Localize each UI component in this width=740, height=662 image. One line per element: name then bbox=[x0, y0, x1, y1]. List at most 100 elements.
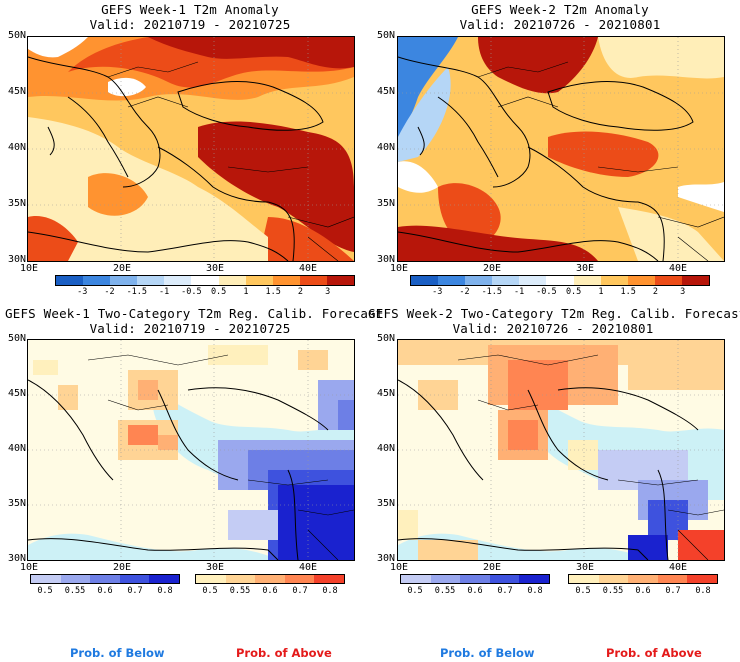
lon-label: 40E bbox=[298, 562, 318, 573]
colorbar-swatch bbox=[60, 575, 91, 583]
lon-label: 40E bbox=[668, 263, 688, 274]
prob-above-caption-week1: Prob. of Above bbox=[236, 646, 332, 660]
colorbar-swatch bbox=[272, 276, 300, 285]
colorbar-swatch bbox=[546, 276, 574, 285]
colorbar-tick-label: 0.5 bbox=[407, 586, 423, 596]
colorbar-tick-label: 0.8 bbox=[157, 586, 173, 596]
lat-label: 45N bbox=[7, 388, 26, 399]
colorbar-tick-label: -1 bbox=[158, 287, 170, 297]
panel-valid-week1-prob: Valid: 20210719 - 20210725 bbox=[89, 321, 291, 336]
prob-above-colorbar-week2 bbox=[568, 574, 718, 584]
lon-label: 30E bbox=[205, 263, 225, 274]
colorbar-swatch bbox=[627, 276, 655, 285]
lon-label: 20E bbox=[482, 562, 502, 573]
colorbar-tick-label: 0.5 bbox=[37, 586, 53, 596]
lon-label: 10E bbox=[19, 263, 39, 274]
map-week1-prob bbox=[27, 339, 355, 561]
lon-label: 10E bbox=[389, 562, 409, 573]
colorbar-tick-label: -2 bbox=[459, 287, 470, 297]
map-week2-anomaly bbox=[397, 36, 725, 262]
map-week1-anomaly bbox=[27, 36, 355, 262]
lat-label: 40N bbox=[376, 142, 395, 153]
colorbar-swatch bbox=[430, 575, 461, 583]
colorbar-swatch bbox=[284, 575, 315, 583]
lat-label: 30N bbox=[7, 254, 26, 265]
prob-below-colorbar-week1 bbox=[30, 574, 180, 584]
colorbar-swatch bbox=[191, 276, 219, 285]
colorbar-swatch bbox=[149, 575, 179, 583]
colorbar-swatch bbox=[628, 575, 658, 583]
colorbar-tick-label: -3 bbox=[432, 287, 443, 297]
colorbar-tick-label: 0.7 bbox=[127, 586, 143, 596]
colorbar-tick-label: 0.7 bbox=[292, 586, 308, 596]
colorbar-tick-label: -1.5 bbox=[481, 287, 503, 297]
colorbar-tick-label: 0.7 bbox=[665, 586, 681, 596]
panel-valid-week2-prob: Valid: 20210726 - 20210801 bbox=[452, 321, 654, 336]
colorbar-swatch bbox=[598, 575, 629, 583]
colorbar-swatch bbox=[489, 575, 520, 583]
lat-label: 50N bbox=[7, 333, 26, 344]
colorbar-tick-label: -2 bbox=[104, 287, 115, 297]
panel-title-week1-prob: GEFS Week-1 Two-Category T2m Reg. Calib.… bbox=[5, 306, 384, 321]
colorbar-swatch bbox=[218, 276, 246, 285]
lon-label: 30E bbox=[575, 562, 595, 573]
colorbar-swatch bbox=[657, 575, 688, 583]
lat-label: 35N bbox=[7, 198, 26, 209]
colorbar-tick-label: 0.8 bbox=[322, 586, 338, 596]
colorbar-swatch bbox=[31, 575, 61, 583]
colorbar-swatch bbox=[492, 276, 520, 285]
colorbar-tick-label: 0.8 bbox=[527, 586, 543, 596]
panel-title-week1-anomaly: GEFS Week-1 T2m Anomaly bbox=[101, 2, 279, 17]
colorbar-swatch bbox=[600, 276, 628, 285]
panel-title-week2-anomaly: GEFS Week-2 T2m Anomaly bbox=[471, 2, 649, 17]
lat-label: 35N bbox=[7, 498, 26, 509]
colorbar-tick-label: 0.5 bbox=[565, 287, 582, 297]
lat-label: 40N bbox=[7, 142, 26, 153]
colorbar-swatch bbox=[164, 276, 192, 285]
colorbar-tick-label: -0.5 bbox=[181, 287, 202, 297]
colorbar-swatch bbox=[687, 575, 717, 583]
colorbar-swatch bbox=[519, 575, 549, 583]
lat-label: 45N bbox=[7, 86, 26, 97]
colorbar-swatch bbox=[401, 575, 431, 583]
colorbar-tick-label: 3 bbox=[325, 287, 331, 297]
colorbar-tick-label: -1.5 bbox=[126, 287, 148, 297]
lon-label: 10E bbox=[19, 562, 39, 573]
colorbar-tick-label: 0.55 bbox=[434, 586, 456, 596]
colorbar-swatch bbox=[411, 276, 439, 285]
colorbar-tick-label: 0.6 bbox=[467, 586, 483, 596]
lat-label: 45N bbox=[376, 86, 395, 97]
lat-label: 30N bbox=[376, 553, 395, 564]
colorbar-swatch bbox=[465, 276, 493, 285]
anomaly-colorbar-week2 bbox=[410, 275, 710, 286]
lat-label: 35N bbox=[376, 498, 395, 509]
panel-valid-week1-anomaly: Valid: 20210719 - 20210725 bbox=[89, 17, 291, 32]
colorbar-swatch bbox=[225, 575, 256, 583]
lon-label: 40E bbox=[668, 562, 688, 573]
colorbar-tick-label: 0.8 bbox=[695, 586, 711, 596]
colorbar-swatch bbox=[90, 575, 120, 583]
prob-below-caption-week2: Prob. of Below bbox=[440, 646, 535, 660]
anomaly-colorbar-week1 bbox=[55, 275, 355, 286]
panel-title-week2-prob: GEFS Week-2 Two-Category T2m Reg. Calib.… bbox=[368, 306, 740, 321]
colorbar-tick-label: 0.55 bbox=[64, 586, 86, 596]
colorbar-swatch bbox=[56, 276, 84, 285]
panel-valid-week2-anomaly: Valid: 20210726 - 20210801 bbox=[459, 17, 661, 32]
colorbar-swatch bbox=[110, 276, 138, 285]
lat-label: 40N bbox=[376, 443, 395, 454]
colorbar-swatch bbox=[245, 276, 273, 285]
lat-label: 35N bbox=[376, 198, 395, 209]
colorbar-tick-label: 0.5 bbox=[210, 287, 227, 297]
colorbar-tick-label: 2 bbox=[297, 287, 304, 297]
lat-label: 30N bbox=[7, 553, 26, 564]
lon-label: 30E bbox=[575, 263, 595, 274]
colorbar-tick-label: 0.6 bbox=[262, 586, 278, 596]
colorbar-tick-label: 0.7 bbox=[497, 586, 513, 596]
colorbar-swatch bbox=[573, 276, 601, 285]
lat-label: 50N bbox=[376, 30, 395, 41]
lon-label: 10E bbox=[389, 263, 409, 274]
lat-label: 50N bbox=[7, 30, 26, 41]
colorbar-swatch bbox=[654, 276, 682, 285]
colorbar-tick-label: 1.5 bbox=[620, 287, 636, 297]
lon-label: 20E bbox=[482, 263, 502, 274]
